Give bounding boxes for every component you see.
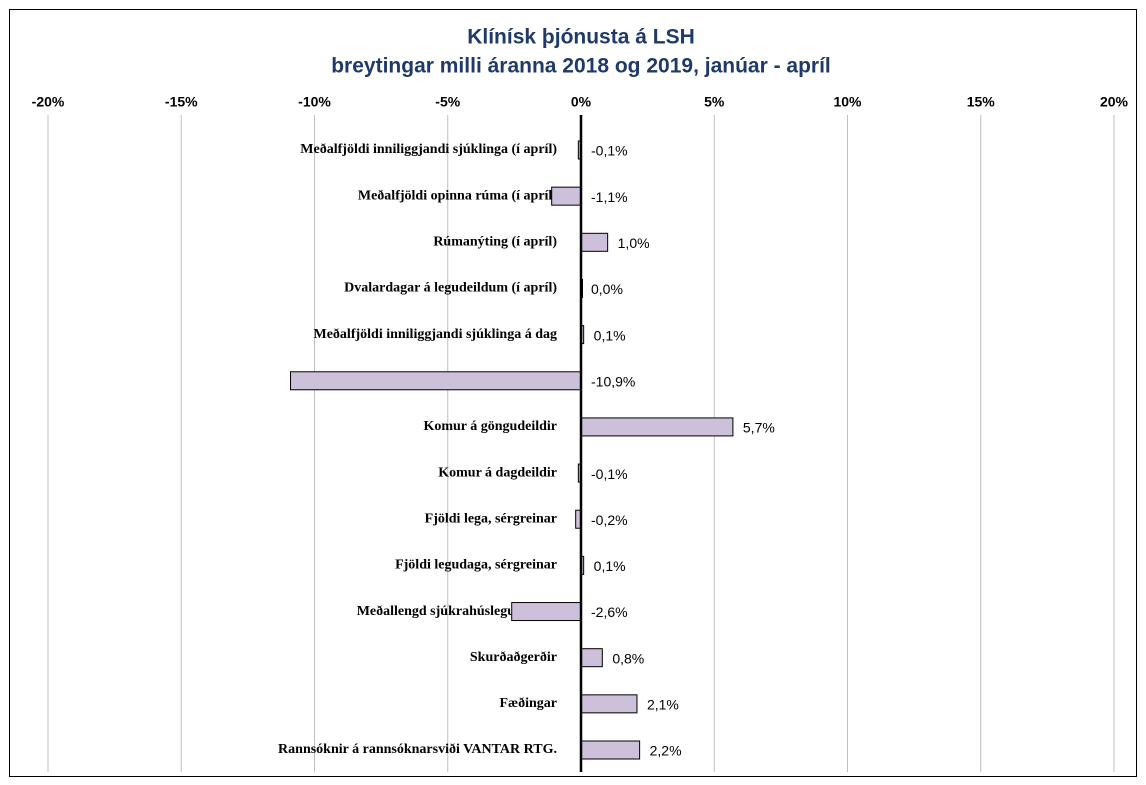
x-tick-label: 20% bbox=[1100, 94, 1129, 110]
x-tick-label: -10% bbox=[298, 94, 331, 110]
category-label: Fjöldi lega, sérgreinar bbox=[425, 511, 557, 526]
bar bbox=[580, 232, 609, 252]
bar bbox=[511, 602, 582, 622]
value-label: 1,0% bbox=[618, 235, 650, 251]
category-label: Komur á göngudeildir bbox=[423, 419, 557, 434]
bar bbox=[580, 417, 734, 437]
category-label: Meðalfjöldi inniliggjandi sjúklinga á da… bbox=[314, 326, 558, 342]
value-label: 0,8% bbox=[612, 650, 644, 666]
bar bbox=[290, 371, 582, 391]
category-label: Meðalfjöldi opinna rúma (í apríl) bbox=[358, 187, 557, 203]
x-tick-label: 15% bbox=[967, 94, 996, 110]
category-label: Meðallengd sjúkrahúslegu, dagar bbox=[357, 603, 557, 619]
bar bbox=[580, 740, 641, 760]
value-label: -0,1% bbox=[591, 143, 628, 159]
x-tick-label: 10% bbox=[833, 94, 862, 110]
value-label: 5,7% bbox=[743, 420, 775, 436]
value-label: 0,1% bbox=[594, 327, 626, 343]
x-tick-label: 0% bbox=[571, 94, 592, 110]
chart-title: Klínísk þjónusta á LSH bbox=[467, 26, 695, 49]
value-label: -10,9% bbox=[591, 373, 635, 389]
bar bbox=[551, 186, 582, 206]
bar bbox=[580, 648, 603, 668]
category-label: Rannsóknir á rannsóknarsviði VANTAR RTG. bbox=[278, 741, 557, 757]
value-label: -0,1% bbox=[591, 466, 628, 482]
value-label: -2,6% bbox=[591, 604, 628, 620]
category-label: Komur á dagdeildir bbox=[438, 465, 557, 480]
category-label: Skurðaðgerðir bbox=[470, 649, 557, 665]
value-label: -1,1% bbox=[591, 189, 628, 205]
category-label: Rúmanýting (í apríl) bbox=[433, 235, 557, 250]
value-label: 0,1% bbox=[594, 558, 626, 574]
chart-border bbox=[9, 9, 1137, 777]
x-tick-label: -15% bbox=[165, 94, 198, 110]
category-label: Fjöldi legudaga, sérgreinar bbox=[395, 558, 557, 573]
value-label: 2,1% bbox=[647, 697, 679, 713]
category-label: Dvalardagar á legudeildum (í apríl) bbox=[344, 281, 557, 296]
value-label: 2,2% bbox=[650, 743, 682, 759]
category-label: Meðalfjöldi inniliggjandi sjúklinga (í a… bbox=[300, 141, 557, 157]
bar bbox=[580, 694, 638, 714]
x-tick-label: 5% bbox=[704, 94, 725, 110]
chart-subtitle: breytingar milli áranna 2018 og 2019, ja… bbox=[331, 55, 831, 78]
x-tick-label: -5% bbox=[435, 94, 460, 110]
category-label: Fæðingar bbox=[499, 695, 557, 711]
x-tick-label: -20% bbox=[32, 94, 65, 110]
value-label: -0,2% bbox=[591, 512, 628, 528]
value-label: 0,0% bbox=[591, 281, 623, 297]
